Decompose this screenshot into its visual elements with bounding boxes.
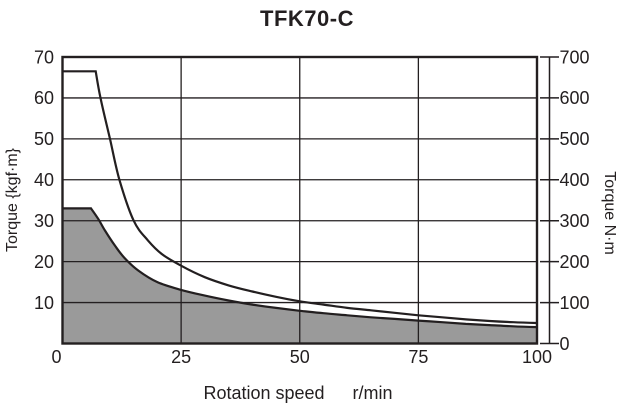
y-right-tick-label: 300	[560, 211, 590, 231]
x-axis-label-unit: r/min	[352, 383, 393, 403]
y-right-tick-label: 500	[560, 129, 590, 149]
y-right-tick-label: 600	[560, 88, 590, 108]
y-right-tick-label: 0	[560, 334, 570, 354]
x-tick-label: 25	[171, 347, 191, 367]
y-left-tick-label: 30	[34, 211, 54, 231]
y-right-tick-label: 400	[560, 170, 590, 190]
x-axis-label: Rotation speed r/min	[0, 383, 608, 404]
x-tick-label: 100	[522, 347, 552, 367]
y-left-tick-label: 50	[34, 129, 54, 149]
chart-title: TFK70-C	[260, 6, 354, 31]
max-torque-curve	[62, 70, 538, 325]
y-left-tick-label: 70	[34, 47, 54, 67]
y-left-tick-label: 60	[34, 88, 54, 108]
plot-border	[61, 55, 539, 345]
y-right-tick-label: 200	[560, 252, 590, 272]
x-tick-label: 75	[408, 347, 428, 367]
y-left-tick-label: 10	[34, 293, 54, 313]
y-right-tick-label: 700	[560, 47, 590, 67]
x-tick-label: 0	[51, 347, 61, 367]
y-left-tick-label: 20	[34, 252, 54, 272]
continuous-torque-curve	[62, 207, 538, 329]
x-tick-label: 50	[290, 347, 310, 367]
x-axis-label-text: Rotation speed	[203, 383, 325, 403]
y-right-tick-label: 100	[560, 293, 590, 313]
y-left-tick-label: 40	[34, 170, 54, 190]
